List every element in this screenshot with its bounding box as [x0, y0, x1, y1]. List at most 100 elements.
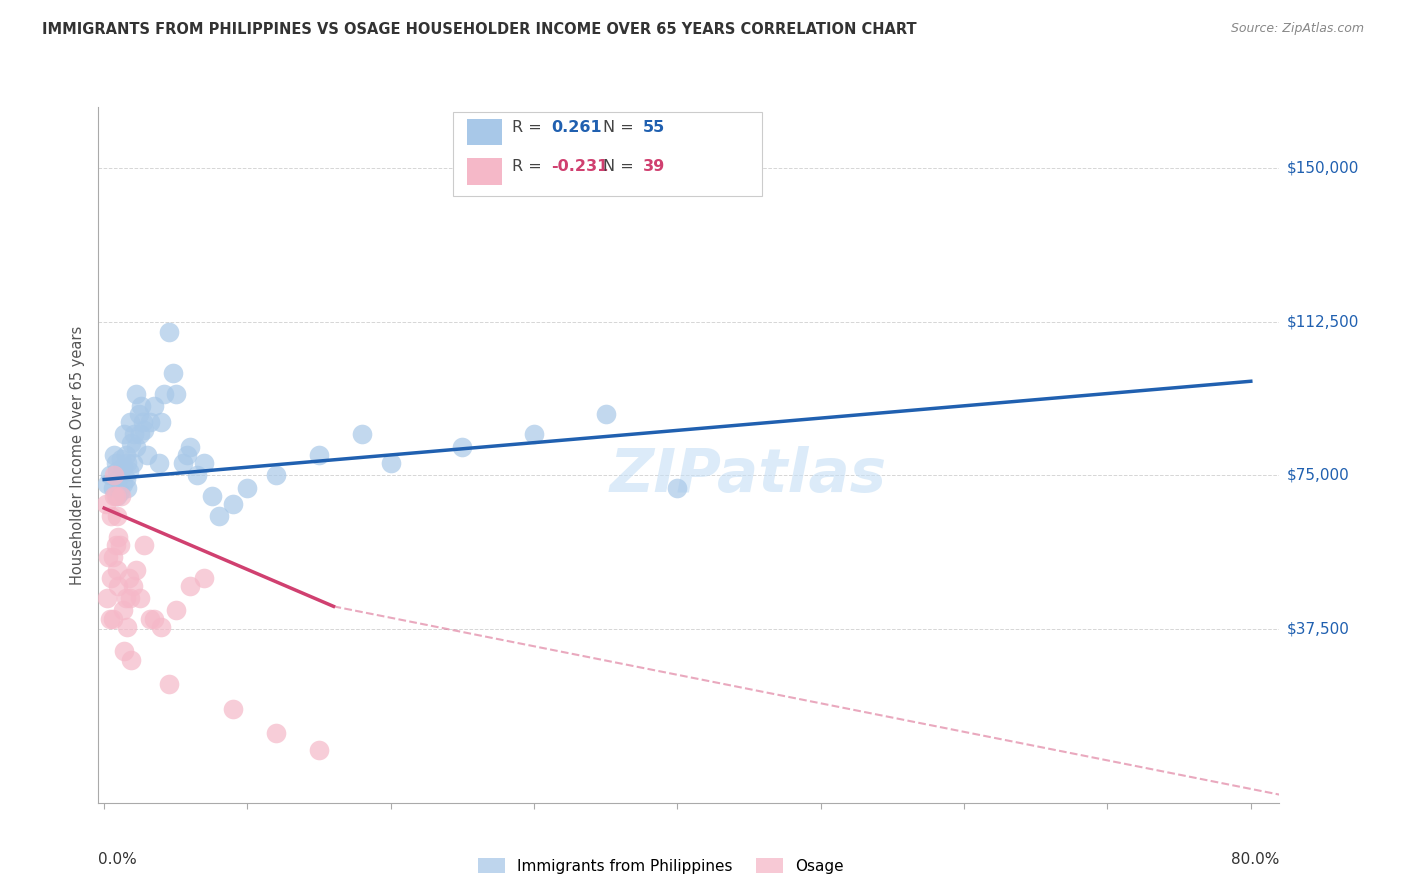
Point: [103, 448, 125, 462]
Text: N =: N =: [603, 160, 640, 174]
Point: [139, 612, 162, 626]
Point: [157, 677, 180, 691]
Point: [100, 571, 122, 585]
Text: $112,500: $112,500: [1286, 314, 1358, 329]
Point: [236, 481, 259, 495]
Point: [105, 489, 128, 503]
Point: [264, 726, 287, 740]
Point: [107, 530, 129, 544]
Point: [179, 579, 201, 593]
Y-axis label: Householder Income Over 65 years: Householder Income Over 65 years: [70, 326, 86, 584]
Point: [110, 452, 132, 467]
Text: ZIPatlas: ZIPatlas: [609, 446, 887, 505]
Point: [112, 644, 135, 658]
Point: [96, 476, 118, 491]
Point: [104, 456, 127, 470]
Text: 0.0%: 0.0%: [98, 852, 138, 866]
Point: [380, 456, 402, 470]
Point: [117, 464, 139, 478]
Text: N =: N =: [603, 120, 640, 135]
Text: 0.261: 0.261: [551, 120, 602, 135]
Point: [125, 440, 148, 454]
Point: [115, 456, 138, 470]
Point: [308, 742, 330, 756]
Point: [121, 456, 143, 470]
Point: [107, 473, 129, 487]
Point: [117, 571, 139, 585]
Point: [125, 562, 148, 576]
Point: [666, 481, 689, 495]
Point: [108, 538, 131, 552]
Point: [134, 538, 156, 552]
Point: [114, 448, 136, 462]
Text: $75,000: $75,000: [1286, 468, 1350, 483]
Point: [105, 562, 128, 576]
Point: [98, 468, 121, 483]
Point: [143, 399, 166, 413]
Point: [208, 509, 231, 524]
Point: [148, 456, 170, 470]
Point: [97, 550, 120, 565]
Point: [131, 399, 153, 413]
Point: [222, 701, 245, 715]
Point: [222, 497, 245, 511]
Point: [165, 603, 187, 617]
Text: -0.231: -0.231: [551, 160, 609, 174]
Text: $150,000: $150,000: [1286, 161, 1358, 176]
Point: [96, 591, 118, 606]
Text: Source: ZipAtlas.com: Source: ZipAtlas.com: [1230, 22, 1364, 36]
Text: R =: R =: [512, 160, 547, 174]
Point: [107, 579, 129, 593]
Point: [143, 612, 166, 626]
Point: [115, 620, 138, 634]
Point: [186, 468, 208, 483]
Point: [451, 440, 474, 454]
Point: [112, 427, 135, 442]
Point: [100, 509, 122, 524]
Point: [118, 591, 141, 606]
Text: 55: 55: [643, 120, 665, 135]
Point: [120, 435, 142, 450]
Point: [104, 489, 127, 503]
Point: [103, 489, 125, 503]
Point: [122, 427, 145, 442]
Point: [103, 468, 125, 483]
Point: [121, 579, 143, 593]
Point: [308, 448, 330, 462]
Point: [139, 415, 162, 429]
Point: [101, 481, 124, 495]
Point: [176, 448, 198, 462]
Point: [114, 473, 136, 487]
Point: [157, 325, 180, 339]
Point: [595, 407, 617, 421]
Point: [193, 456, 215, 470]
Point: [129, 427, 152, 442]
Point: [134, 423, 156, 437]
Point: [101, 612, 124, 626]
Point: [118, 415, 141, 429]
Legend: Immigrants from Philippines, Osage: Immigrants from Philippines, Osage: [471, 852, 851, 880]
Point: [201, 489, 224, 503]
Point: [114, 591, 136, 606]
Point: [193, 571, 215, 585]
Point: [101, 550, 124, 565]
Point: [104, 538, 127, 552]
Point: [110, 489, 132, 503]
Point: [153, 386, 176, 401]
Text: IMMIGRANTS FROM PHILIPPINES VS OSAGE HOUSEHOLDER INCOME OVER 65 YEARS CORRELATIO: IMMIGRANTS FROM PHILIPPINES VS OSAGE HOU…: [42, 22, 917, 37]
Text: 39: 39: [643, 160, 665, 174]
Point: [94, 497, 117, 511]
Text: $37,500: $37,500: [1286, 622, 1350, 636]
Point: [115, 481, 138, 495]
Point: [129, 591, 152, 606]
Point: [108, 484, 131, 499]
Point: [125, 386, 148, 401]
Point: [111, 603, 134, 617]
Point: [105, 509, 128, 524]
Point: [352, 427, 374, 442]
Point: [523, 427, 546, 442]
Point: [162, 366, 184, 380]
Point: [150, 415, 173, 429]
Point: [172, 456, 194, 470]
Point: [179, 440, 201, 454]
